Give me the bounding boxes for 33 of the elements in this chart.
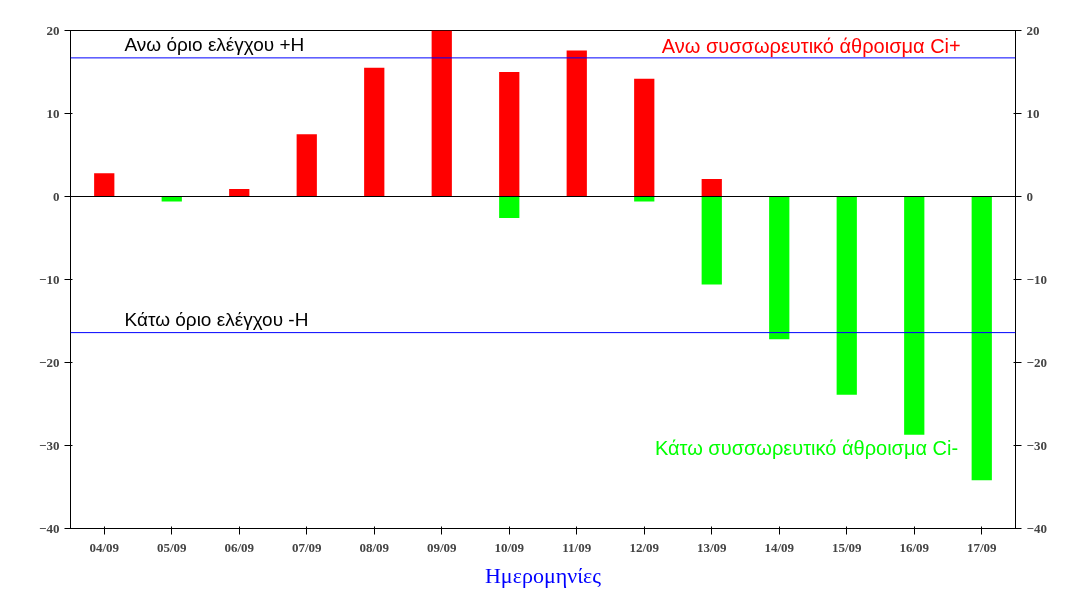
y-tick-label: −10 xyxy=(39,271,60,287)
series-label: Ανω συσσωρευτικό άθροισμα Ci+ xyxy=(661,34,961,57)
y2-tick-label: 10 xyxy=(1026,105,1040,121)
x-tick-label: 07/09 xyxy=(291,539,323,555)
y-tick-label: −40 xyxy=(39,520,60,536)
y2-tick-label: −20 xyxy=(1026,354,1047,370)
x-tick-label: 08/09 xyxy=(359,539,390,555)
ref-line-label: Κάτω όριο ελέγχου -H xyxy=(124,308,309,330)
y2-tick-label: −40 xyxy=(1026,520,1047,536)
y2-tick-label: −10 xyxy=(1026,271,1047,287)
y-tick-label: 0 xyxy=(53,188,60,204)
y2-tick-label: 0 xyxy=(1026,188,1033,204)
x-tick-label: 14/09 xyxy=(764,539,795,555)
x-tick-label: 06/09 xyxy=(224,539,255,555)
y-tick-label: 20 xyxy=(46,22,60,38)
y-tick-label: 10 xyxy=(46,105,60,121)
x-tick-label: 15/09 xyxy=(831,539,863,555)
x-tick-label: 17/09 xyxy=(966,539,998,555)
x-tick-label: 12/09 xyxy=(629,539,660,555)
y-tick-label: −20 xyxy=(39,354,60,370)
x-axis-title: Ημερομηνίες xyxy=(484,562,602,588)
y-tick-label: −30 xyxy=(39,437,60,453)
x-tick-label: 10/09 xyxy=(494,539,525,555)
x-tick-label: 05/09 xyxy=(156,539,188,555)
series-label: Κάτω συσσωρευτικό άθροισμα Ci- xyxy=(654,436,959,459)
y2-tick-label: 20 xyxy=(1026,22,1040,38)
y2-tick-label: −30 xyxy=(1026,437,1047,453)
x-tick-label: 13/09 xyxy=(696,539,728,555)
x-tick-label: 04/09 xyxy=(89,539,120,555)
x-tick-label: 09/09 xyxy=(426,539,458,555)
ref-line-label: Ανω όριο ελέγχου +H xyxy=(124,33,305,55)
x-tick-label: 16/09 xyxy=(899,539,930,555)
x-tick-label: 11/09 xyxy=(562,539,592,555)
